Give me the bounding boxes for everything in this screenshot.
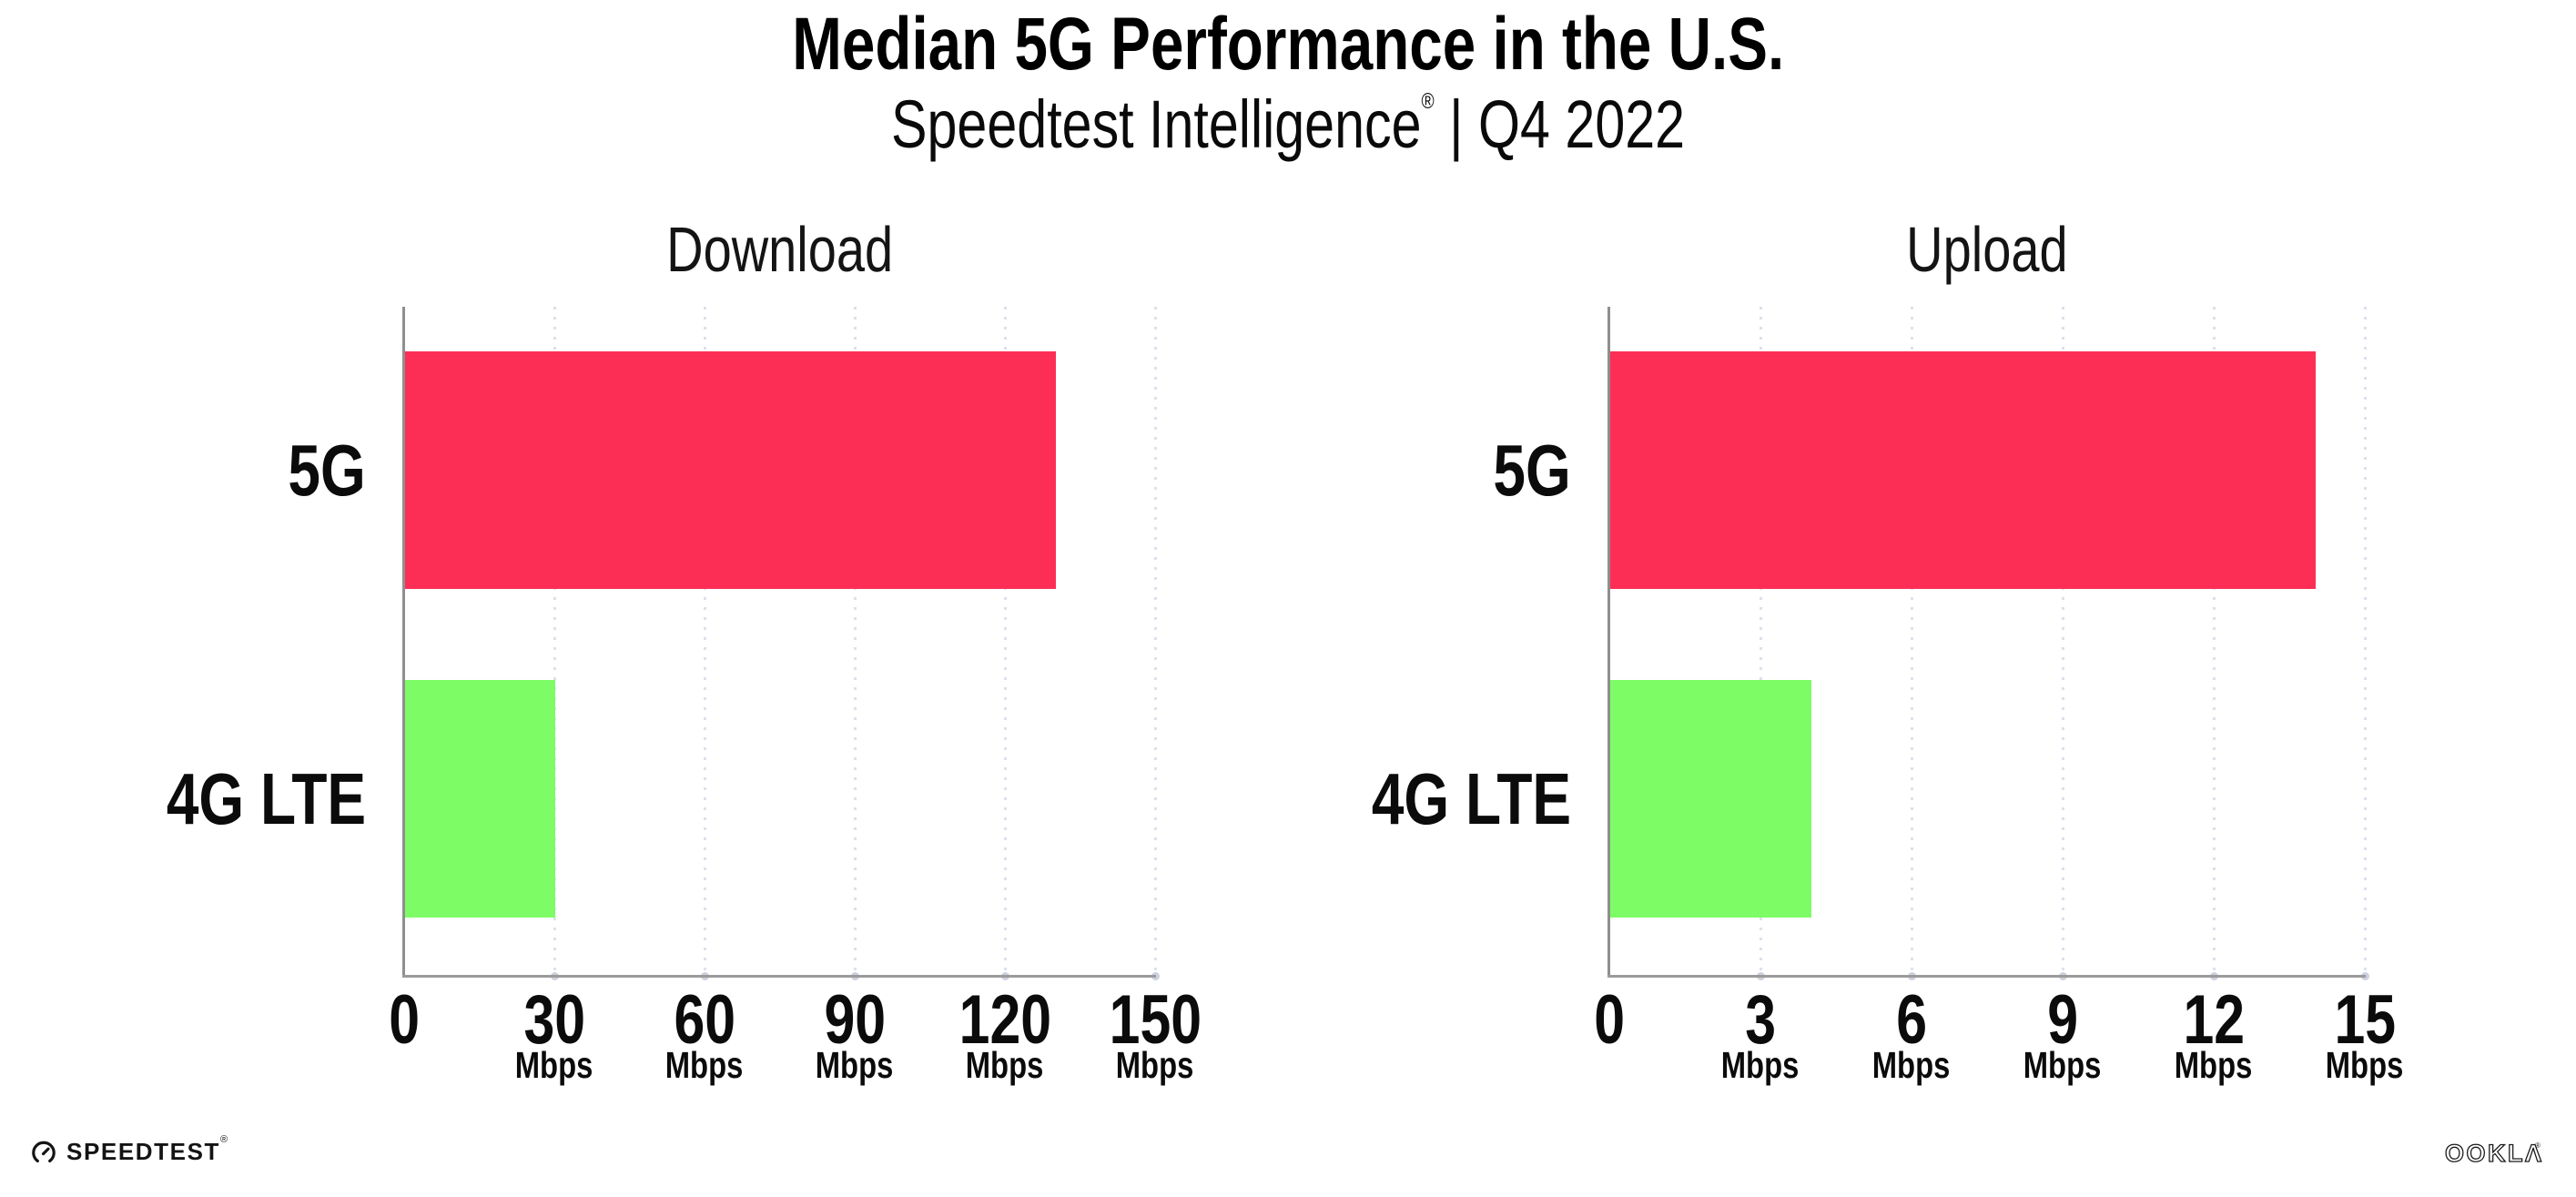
gridline [1154, 307, 1157, 976]
category-label-5g: 5G [1189, 429, 1571, 511]
tick-unit-text: Mbps [966, 1044, 1044, 1086]
category-label-text: 5G [1493, 429, 1571, 511]
tick-label-text: 6 [1896, 981, 1927, 1059]
tick-label: 90 [718, 986, 991, 1055]
gridline [2213, 307, 2216, 976]
gridline [2062, 307, 2064, 976]
tick-label-text: 3 [1745, 981, 1776, 1059]
registered-mark: ® [1421, 89, 1435, 114]
bar-5g [1610, 351, 2316, 589]
page-subtitle-text: Speedtest Intelligence® | Q4 2022 [891, 86, 1685, 163]
tick-unit-label: Mbps [1019, 1047, 1292, 1084]
subtitle-brand: Speedtest Intelligence [890, 86, 1422, 162]
speedtest-logo: SPEEDTEST® [31, 1134, 229, 1166]
tick-unit-text: Mbps [2023, 1044, 2102, 1086]
tick-unit-label: Mbps [568, 1047, 841, 1084]
tick-unit-text: Mbps [1116, 1044, 1194, 1086]
gridline [1004, 307, 1007, 976]
tick-label: 60 [568, 986, 841, 1055]
tick-unit-text: Mbps [1721, 1044, 1800, 1086]
tick-label: 9 [1926, 986, 2199, 1055]
panel-title-upload: Upload [1609, 213, 2365, 286]
tick-label: 150 [1019, 986, 1292, 1055]
ookla-wordmark-icon: OOKLΛ ® [2444, 1139, 2543, 1167]
gridline [1911, 307, 1913, 976]
gridline [553, 307, 556, 976]
tick-unit-label: Mbps [2228, 1047, 2501, 1084]
gridline [704, 307, 706, 976]
y-axis [402, 307, 405, 976]
x-axis [402, 975, 1156, 978]
category-label-4g-lte: 4G LTE [0, 757, 366, 839]
tick-unit-label: Mbps [1775, 1047, 2048, 1084]
ookla-logo: OOKLΛ ® [2443, 1139, 2543, 1172]
tick-label: 3 [1624, 986, 1897, 1055]
speedtest-label: SPEEDTEST [66, 1138, 220, 1165]
tick-label-text: 15 [2334, 981, 2396, 1059]
tick-label-text: 0 [389, 981, 420, 1059]
tick-unit-label: Mbps [418, 1047, 691, 1084]
panel-title-download: Download [404, 213, 1155, 286]
tick-label: 0 [268, 986, 541, 1055]
tick-label-text: 0 [1594, 981, 1625, 1059]
tick-label-text: 120 [958, 981, 1051, 1059]
tick-unit-label: Mbps [718, 1047, 991, 1084]
panel-title-text: Upload [1906, 214, 2068, 285]
svg-text:®: ® [2535, 1141, 2541, 1150]
tick-label-text: 30 [523, 981, 585, 1059]
speedtest-gauge-icon [32, 1141, 56, 1162]
category-label-5g: 5G [0, 429, 366, 511]
category-label-text: 5G [288, 429, 366, 511]
tick-label: 12 [2077, 986, 2350, 1055]
tick-label-text: 9 [2047, 981, 2078, 1059]
tick-unit-label: Mbps [1624, 1047, 1897, 1084]
subtitle-period: | Q4 2022 [1434, 86, 1686, 162]
gridline [2364, 307, 2367, 976]
tick-unit-text: Mbps [2326, 1044, 2404, 1086]
tick-unit-text: Mbps [1872, 1044, 1951, 1086]
tick-label: 0 [1473, 986, 1746, 1055]
tick-unit-text: Mbps [665, 1044, 744, 1086]
page-subtitle: Speedtest Intelligence® | Q4 2022 [0, 86, 2576, 163]
tick-unit-text: Mbps [2175, 1044, 2253, 1086]
tick-label: 120 [868, 986, 1141, 1055]
tick-label-text: 12 [2183, 981, 2245, 1059]
tick-unit-label: Mbps [1926, 1047, 2199, 1084]
bar-4g-lte [405, 680, 555, 918]
speedtest-wordmark: SPEEDTEST® [66, 1134, 229, 1166]
tick-label-text: 90 [824, 981, 886, 1059]
page-title: Median 5G Performance in the U.S. [0, 2, 2576, 87]
category-label-4g-lte: 4G LTE [1189, 757, 1571, 839]
gridline [1760, 307, 1762, 976]
tick-label: 6 [1775, 986, 2048, 1055]
svg-text:OOKLΛ: OOKLΛ [2445, 1140, 2543, 1167]
tick-unit-text: Mbps [816, 1044, 894, 1086]
tick-label-text: 60 [674, 981, 735, 1059]
tick-unit-label: Mbps [868, 1047, 1141, 1084]
category-label-text: 4G LTE [166, 757, 366, 839]
bar-5g [405, 351, 1056, 589]
tick-unit-label: Mbps [2077, 1047, 2350, 1084]
tick-label: 30 [418, 986, 691, 1055]
gridline [854, 307, 857, 976]
tick-label: 15 [2228, 986, 2501, 1055]
tick-unit-text: Mbps [515, 1044, 593, 1086]
panel-title-text: Download [665, 214, 894, 285]
x-axis [1607, 975, 2366, 978]
page-title-text: Median 5G Performance in the U.S. [792, 3, 1784, 86]
tick-label-text: 150 [1109, 981, 1202, 1059]
bar-4g-lte [1610, 680, 1811, 918]
y-axis [1607, 307, 1610, 976]
speedtest-registered-icon: ® [220, 1134, 229, 1145]
category-label-text: 4G LTE [1371, 757, 1571, 839]
